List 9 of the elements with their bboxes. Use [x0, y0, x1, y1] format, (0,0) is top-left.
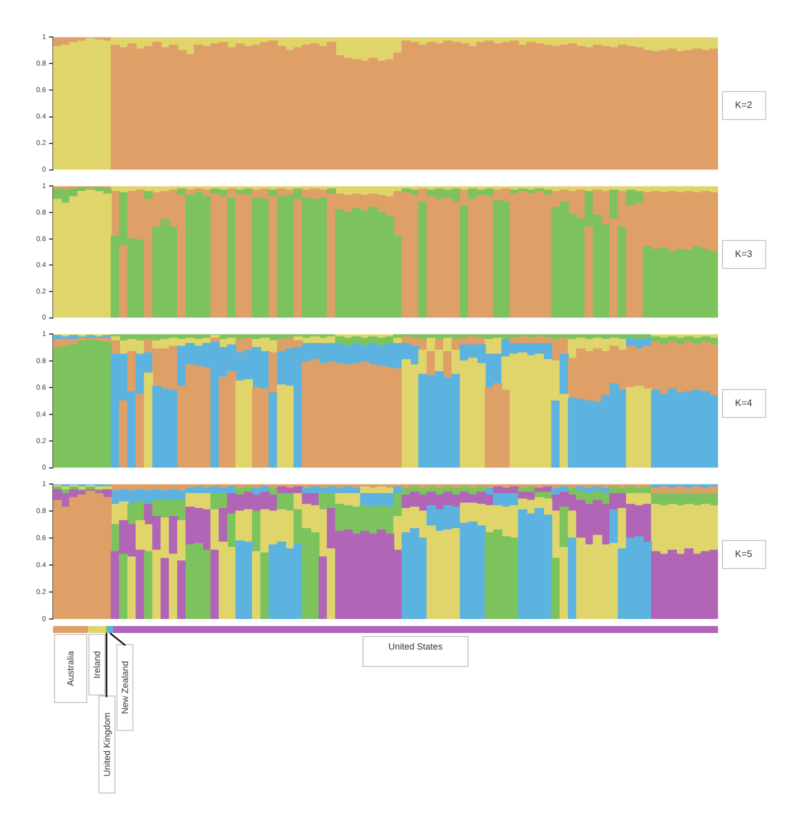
- text: K=5: [735, 549, 752, 560]
- text: Ireland: [92, 650, 102, 679]
- text: K=4: [735, 398, 752, 410]
- text: K=3: [735, 249, 752, 260]
- text: United States: [388, 641, 443, 652]
- text: United Kingdom: [102, 712, 112, 777]
- text: Australia: [66, 651, 76, 686]
- text: K=2: [735, 100, 752, 112]
- text: New Zealand: [120, 661, 130, 714]
